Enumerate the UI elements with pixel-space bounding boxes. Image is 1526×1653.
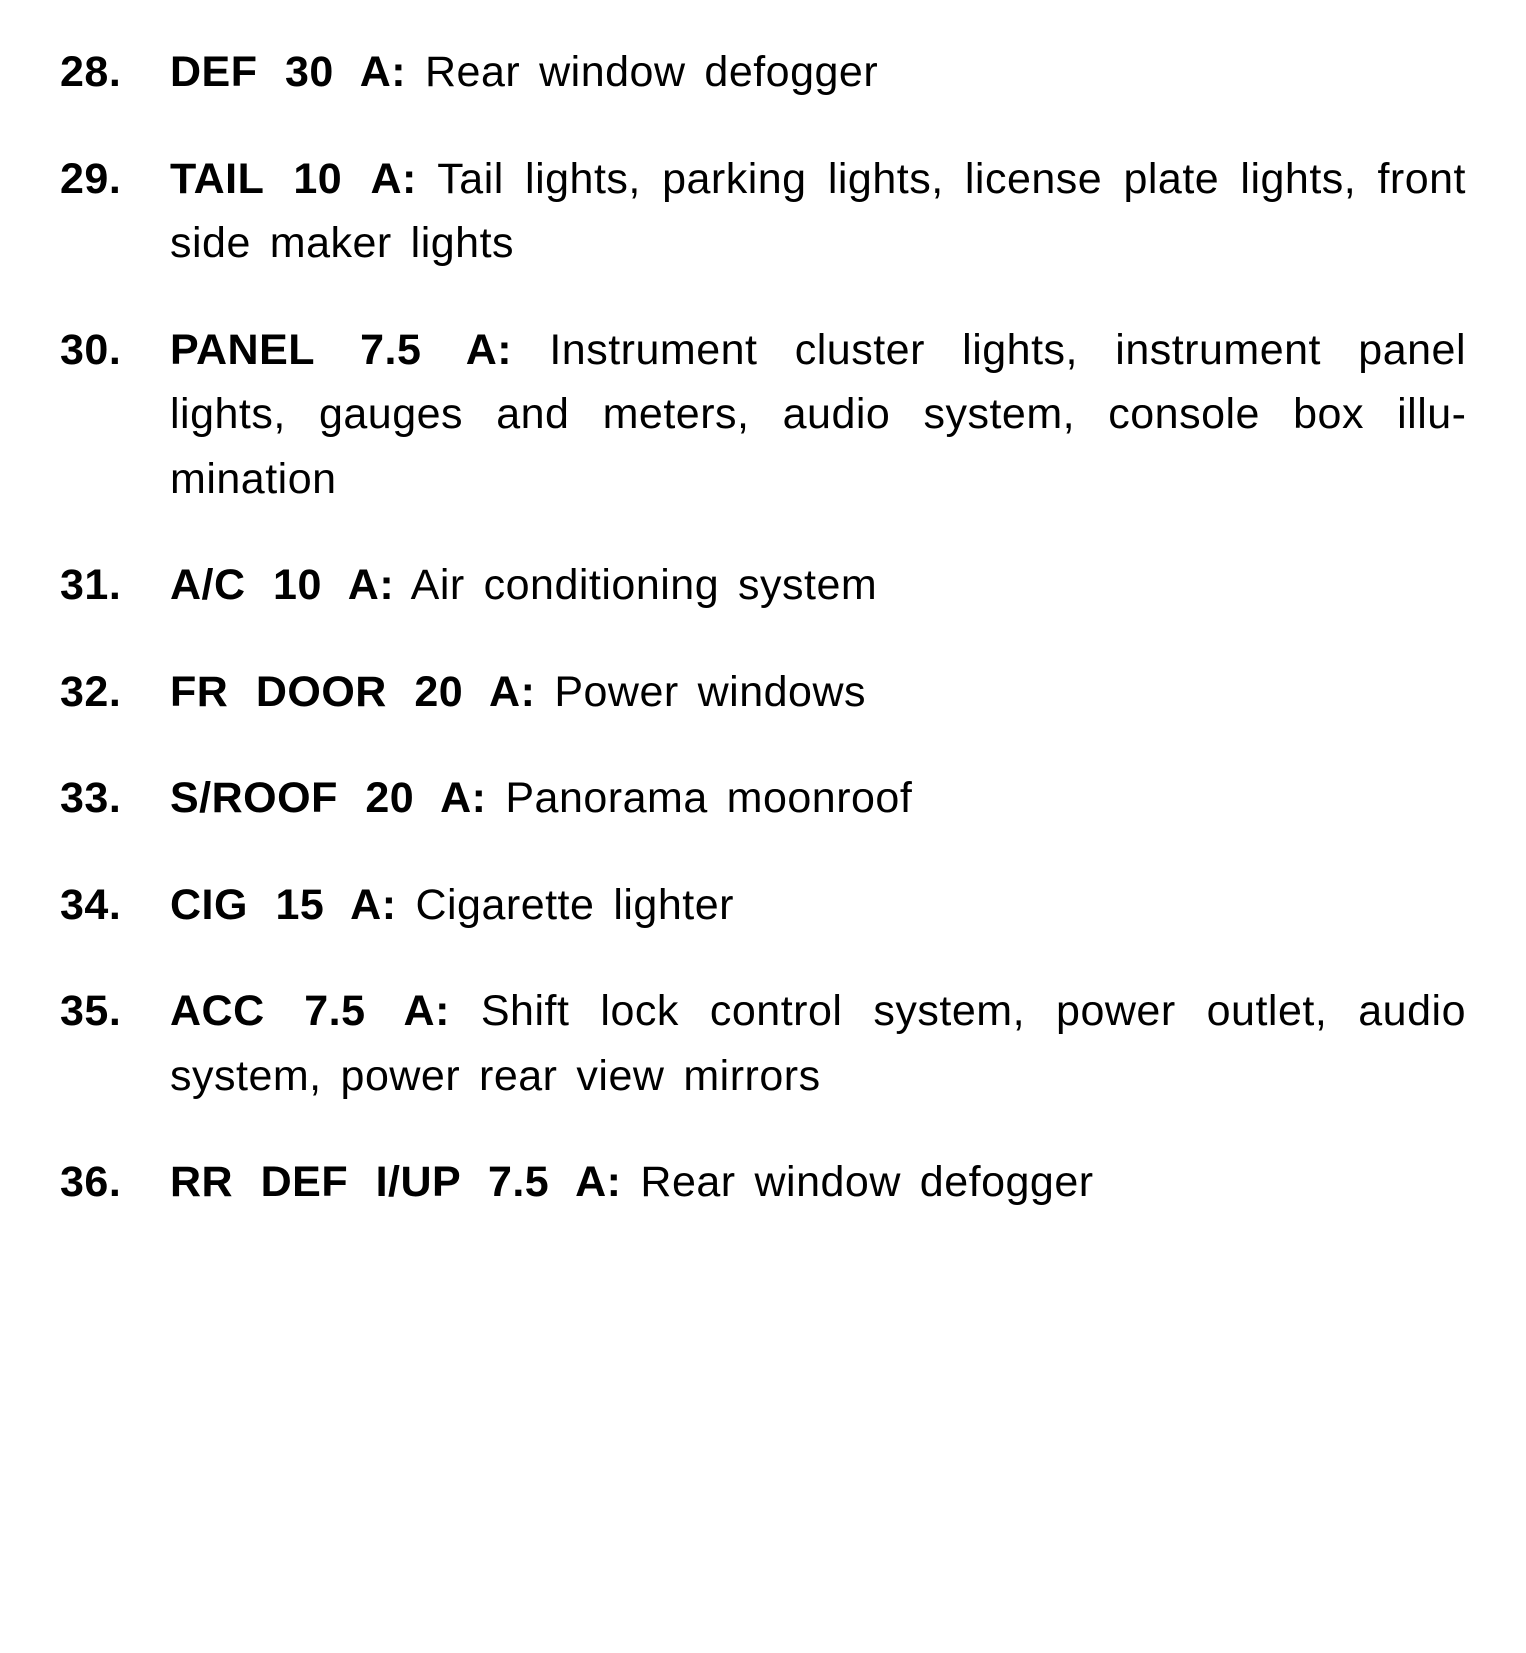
fuse-number: 35. bbox=[60, 979, 170, 1044]
fuse-content: TAIL 10 A: Tail lights, parking lights, … bbox=[170, 147, 1466, 276]
fuse-content: RR DEF I/UP 7.5 A: Rear window de­fogger bbox=[170, 1150, 1466, 1215]
fuse-item: 28. DEF 30 A: Rear window defogger bbox=[60, 40, 1466, 105]
fuse-number: 30. bbox=[60, 318, 170, 383]
fuse-description: Rear window de­fogger bbox=[622, 1158, 1094, 1206]
fuse-label: S/ROOF 20 A: bbox=[170, 774, 486, 822]
fuse-item: 34. CIG 15 A: Cigarette lighter bbox=[60, 873, 1466, 938]
fuse-item: 36. RR DEF I/UP 7.5 A: Rear window de­fo… bbox=[60, 1150, 1466, 1215]
fuse-description: Cigarette lighter bbox=[397, 881, 734, 929]
fuse-item: 31. A/C 10 A: Air conditioning system bbox=[60, 553, 1466, 618]
fuse-number: 28. bbox=[60, 40, 170, 105]
fuse-number: 33. bbox=[60, 766, 170, 831]
fuse-content: FR DOOR 20 A: Power windows bbox=[170, 660, 1466, 725]
fuse-label: A/C 10 A: bbox=[170, 561, 394, 609]
fuse-label: TAIL 10 A: bbox=[170, 155, 417, 203]
fuse-number: 31. bbox=[60, 553, 170, 618]
fuse-description: Panorama moonroof bbox=[486, 774, 912, 822]
fuse-label: ACC 7.5 A: bbox=[170, 987, 450, 1035]
fuse-description: Power windows bbox=[535, 668, 866, 716]
fuse-description: Air conditioning system bbox=[394, 561, 877, 609]
fuse-item: 32. FR DOOR 20 A: Power windows bbox=[60, 660, 1466, 725]
fuse-content: ACC 7.5 A: Shift lock control system, po… bbox=[170, 979, 1466, 1108]
fuse-item: 33. S/ROOF 20 A: Panorama moonroof bbox=[60, 766, 1466, 831]
fuse-number: 34. bbox=[60, 873, 170, 938]
fuse-content: PANEL 7.5 A: Instrument cluster lights, … bbox=[170, 318, 1466, 512]
fuse-label: FR DOOR 20 A: bbox=[170, 668, 535, 716]
fuse-label: PANEL 7.5 A: bbox=[170, 326, 512, 374]
fuse-number: 32. bbox=[60, 660, 170, 725]
fuse-number: 29. bbox=[60, 147, 170, 212]
fuse-content: S/ROOF 20 A: Panorama moonroof bbox=[170, 766, 1466, 831]
fuse-description: Rear window defogger bbox=[406, 48, 878, 96]
fuse-list: 28. DEF 30 A: Rear window defogger 29. T… bbox=[60, 40, 1466, 1215]
fuse-item: 29. TAIL 10 A: Tail lights, parking ligh… bbox=[60, 147, 1466, 276]
fuse-label: DEF 30 A: bbox=[170, 48, 406, 96]
fuse-label: RR DEF I/UP 7.5 A: bbox=[170, 1158, 622, 1206]
fuse-content: DEF 30 A: Rear window defogger bbox=[170, 40, 1466, 105]
fuse-label: CIG 15 A: bbox=[170, 881, 397, 929]
fuse-content: A/C 10 A: Air conditioning system bbox=[170, 553, 1466, 618]
fuse-content: CIG 15 A: Cigarette lighter bbox=[170, 873, 1466, 938]
fuse-number: 36. bbox=[60, 1150, 170, 1215]
fuse-item: 30. PANEL 7.5 A: Instrument cluster ligh… bbox=[60, 318, 1466, 512]
fuse-item: 35. ACC 7.5 A: Shift lock control system… bbox=[60, 979, 1466, 1108]
